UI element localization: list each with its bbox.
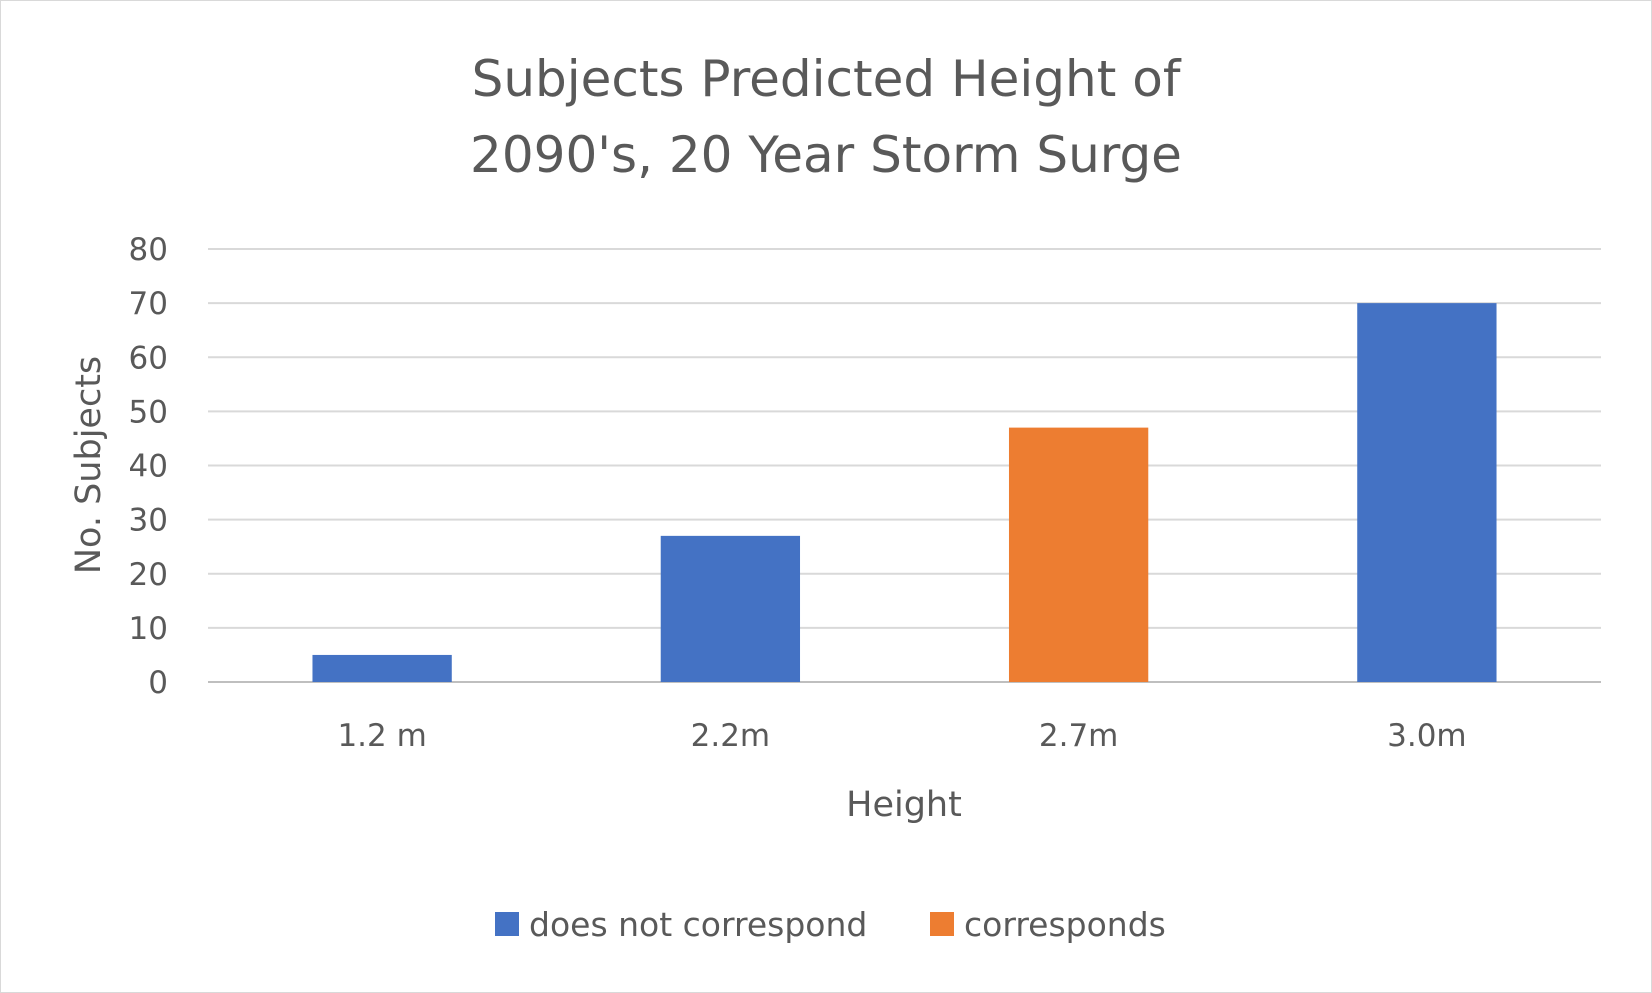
legend-swatch bbox=[495, 912, 519, 936]
legend-swatch bbox=[930, 912, 954, 936]
y-tick-label: 30 bbox=[129, 503, 168, 539]
y-axis-ticks: 0 10 20 30 40 50 60 70 80 bbox=[129, 232, 168, 701]
x-tick-label: 1.2 m bbox=[337, 718, 426, 754]
bar-2-7m bbox=[1008, 427, 1149, 682]
x-axis-ticks: 1.2 m 2.2m 2.7m 3.0m bbox=[337, 718, 1466, 754]
y-tick-label: 40 bbox=[129, 449, 168, 485]
y-tick-label: 50 bbox=[129, 394, 168, 430]
y-tick-label: 80 bbox=[129, 232, 168, 268]
chart-title: Subjects Predicted Height of 2090's, 20 … bbox=[470, 50, 1182, 184]
y-tick-label: 0 bbox=[148, 665, 168, 701]
y-axis-label: No. Subjects bbox=[69, 356, 109, 574]
x-tick-label: 2.7m bbox=[1039, 718, 1119, 754]
bar-1-2-m bbox=[312, 654, 452, 682]
legend-label: corresponds bbox=[964, 905, 1166, 944]
bar-2-2m bbox=[660, 535, 801, 682]
x-tick-label: 2.2m bbox=[691, 718, 771, 754]
y-tick-label: 20 bbox=[129, 557, 168, 593]
bar-3-0m bbox=[1357, 303, 1497, 682]
y-tick-label: 70 bbox=[129, 286, 168, 322]
chart-title-line-1: Subjects Predicted Height of bbox=[472, 50, 1182, 108]
y-tick-label: 60 bbox=[129, 340, 168, 376]
legend-label: does not correspond bbox=[529, 905, 867, 944]
chart-title-line-2: 2090's, 20 Year Storm Surge bbox=[470, 126, 1182, 184]
bars bbox=[312, 303, 1497, 682]
x-tick-label: 3.0m bbox=[1387, 718, 1467, 754]
y-tick-label: 10 bbox=[129, 611, 168, 647]
x-axis-label: Height bbox=[846, 785, 962, 825]
legend: does not correspond corresponds bbox=[495, 905, 1166, 944]
